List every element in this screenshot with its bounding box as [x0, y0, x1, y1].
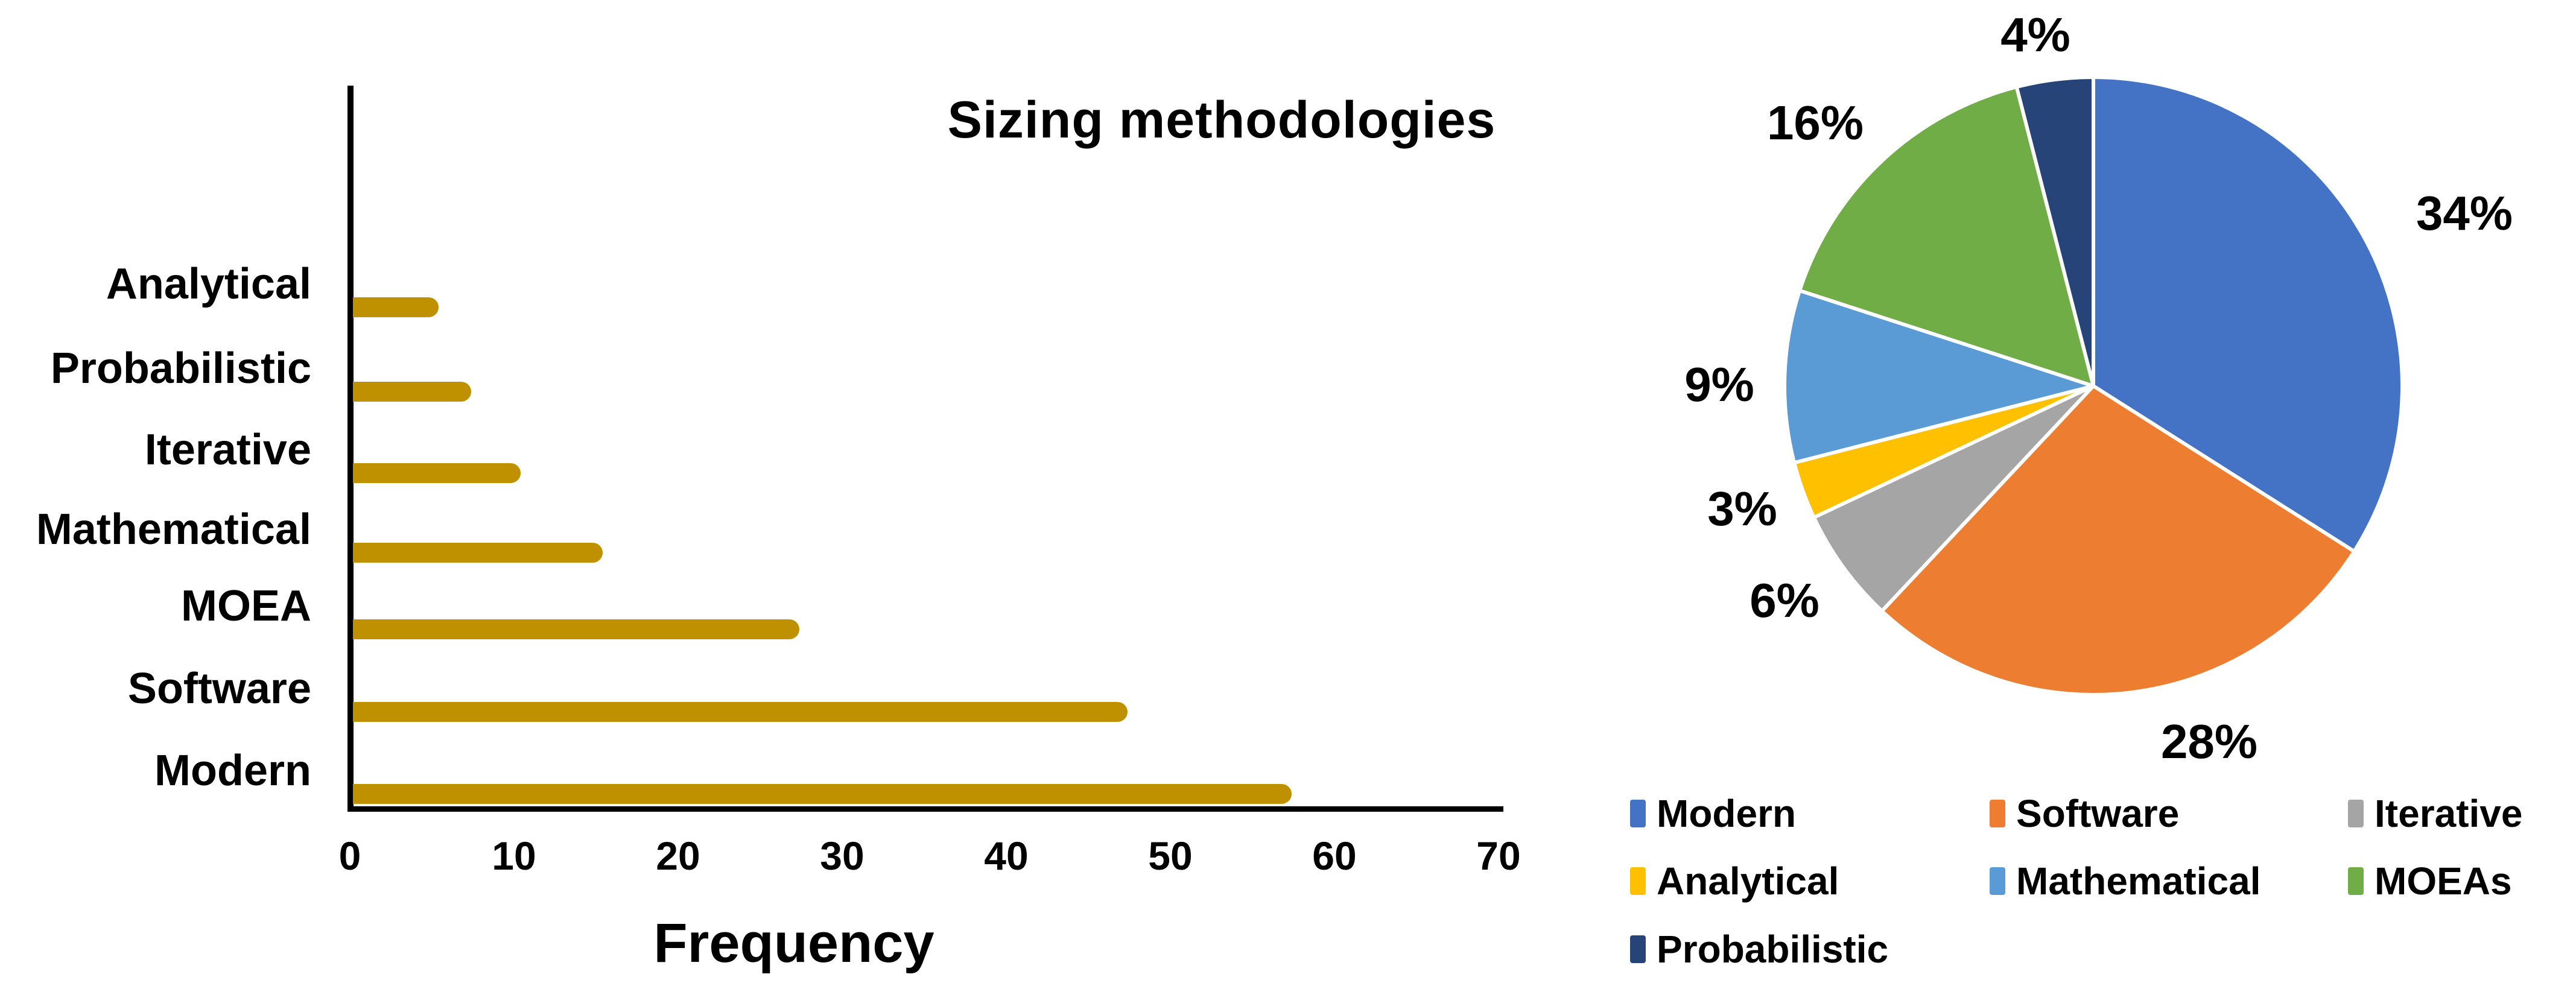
legend-item-mathematical: Mathematical: [1990, 859, 2261, 903]
legend-label: Software: [2016, 792, 2180, 835]
pie-percent-label-moeas: 16%: [1766, 96, 1864, 150]
category-label-modern: Modern: [154, 747, 311, 795]
legend-label: Mathematical: [2016, 859, 2261, 903]
x-tick-30: 30: [820, 833, 864, 878]
category-label-analytical: Analytical: [106, 260, 311, 308]
legend-item-iterative: Iterative: [2348, 792, 2523, 835]
x-axis-title: Frequency: [653, 912, 934, 974]
x-tick-20: 20: [656, 833, 700, 878]
legend-label: Analytical: [1657, 859, 1839, 903]
category-label-mathematical: Mathematical: [36, 505, 311, 554]
legend-swatch-analytical: [1630, 867, 1646, 895]
bar-analytical: [353, 297, 439, 317]
pie-slice-mathematical: [1783, 288, 2095, 465]
pie-slice-software: [1880, 384, 2356, 697]
pie-slice-moeas: [1798, 85, 2095, 388]
pie-percent-label-analytical: 3%: [1707, 482, 1777, 536]
pie-slice-probabilistic: [2014, 75, 2095, 388]
bar-software: [353, 702, 1128, 722]
bar-modern: [353, 784, 1292, 804]
x-tick-10: 10: [492, 833, 536, 878]
bar-probabilistic: [353, 382, 471, 402]
x-tick-40: 40: [984, 833, 1029, 878]
pie-percent-label-iterative: 6%: [1750, 574, 1819, 627]
pie-percent-label-mathematical: 9%: [1684, 358, 1754, 411]
bar-mathematical: [353, 543, 603, 563]
legend-swatch-modern: [1630, 800, 1646, 827]
legend-item-software: Software: [1990, 792, 2180, 835]
bar-chart-x-axis-line: [347, 806, 1503, 812]
x-tick-60: 60: [1312, 833, 1357, 878]
legend-swatch-software: [1990, 800, 2005, 827]
legend-item-probabilistic: Probabilistic: [1630, 928, 1889, 971]
bar-chart-y-axis-line: [347, 86, 354, 812]
legend-item-modern: Modern: [1630, 792, 1797, 835]
bar-moea: [353, 619, 799, 639]
pie-percent-label-software: 28%: [2160, 715, 2258, 768]
legend-label: Modern: [1657, 792, 1797, 835]
legend-swatch-mathematical: [1990, 867, 2005, 895]
legend-swatch-moeas: [2348, 867, 2364, 895]
category-label-iterative: Iterative: [144, 426, 311, 474]
legend-item-moeas: MOEAs: [2348, 859, 2512, 903]
category-label-probabilistic: Probabilistic: [50, 344, 311, 393]
pie-chart: [1783, 75, 2404, 697]
legend-label: Probabilistic: [1657, 928, 1889, 971]
legend-label: Iterative: [2375, 792, 2523, 835]
legend-swatch-iterative: [2348, 800, 2364, 827]
x-tick-50: 50: [1148, 833, 1193, 878]
legend-item-analytical: Analytical: [1630, 859, 1839, 903]
pie-percent-label-modern: 34%: [2416, 186, 2513, 240]
pie-percent-label-probabilistic: 4%: [2000, 8, 2070, 62]
legend-label: MOEAs: [2375, 859, 2512, 903]
category-label-moea: MOEA: [181, 582, 311, 630]
legend-swatch-probabilistic: [1630, 935, 1646, 963]
category-label-software: Software: [127, 665, 311, 713]
pie-slice-iterative: [1812, 384, 2095, 613]
bar-iterative: [353, 463, 521, 483]
x-tick-0: 0: [338, 833, 361, 878]
x-tick-70: 70: [1476, 833, 1521, 878]
bar-chart-title: Sizing methodologies: [947, 91, 1496, 149]
